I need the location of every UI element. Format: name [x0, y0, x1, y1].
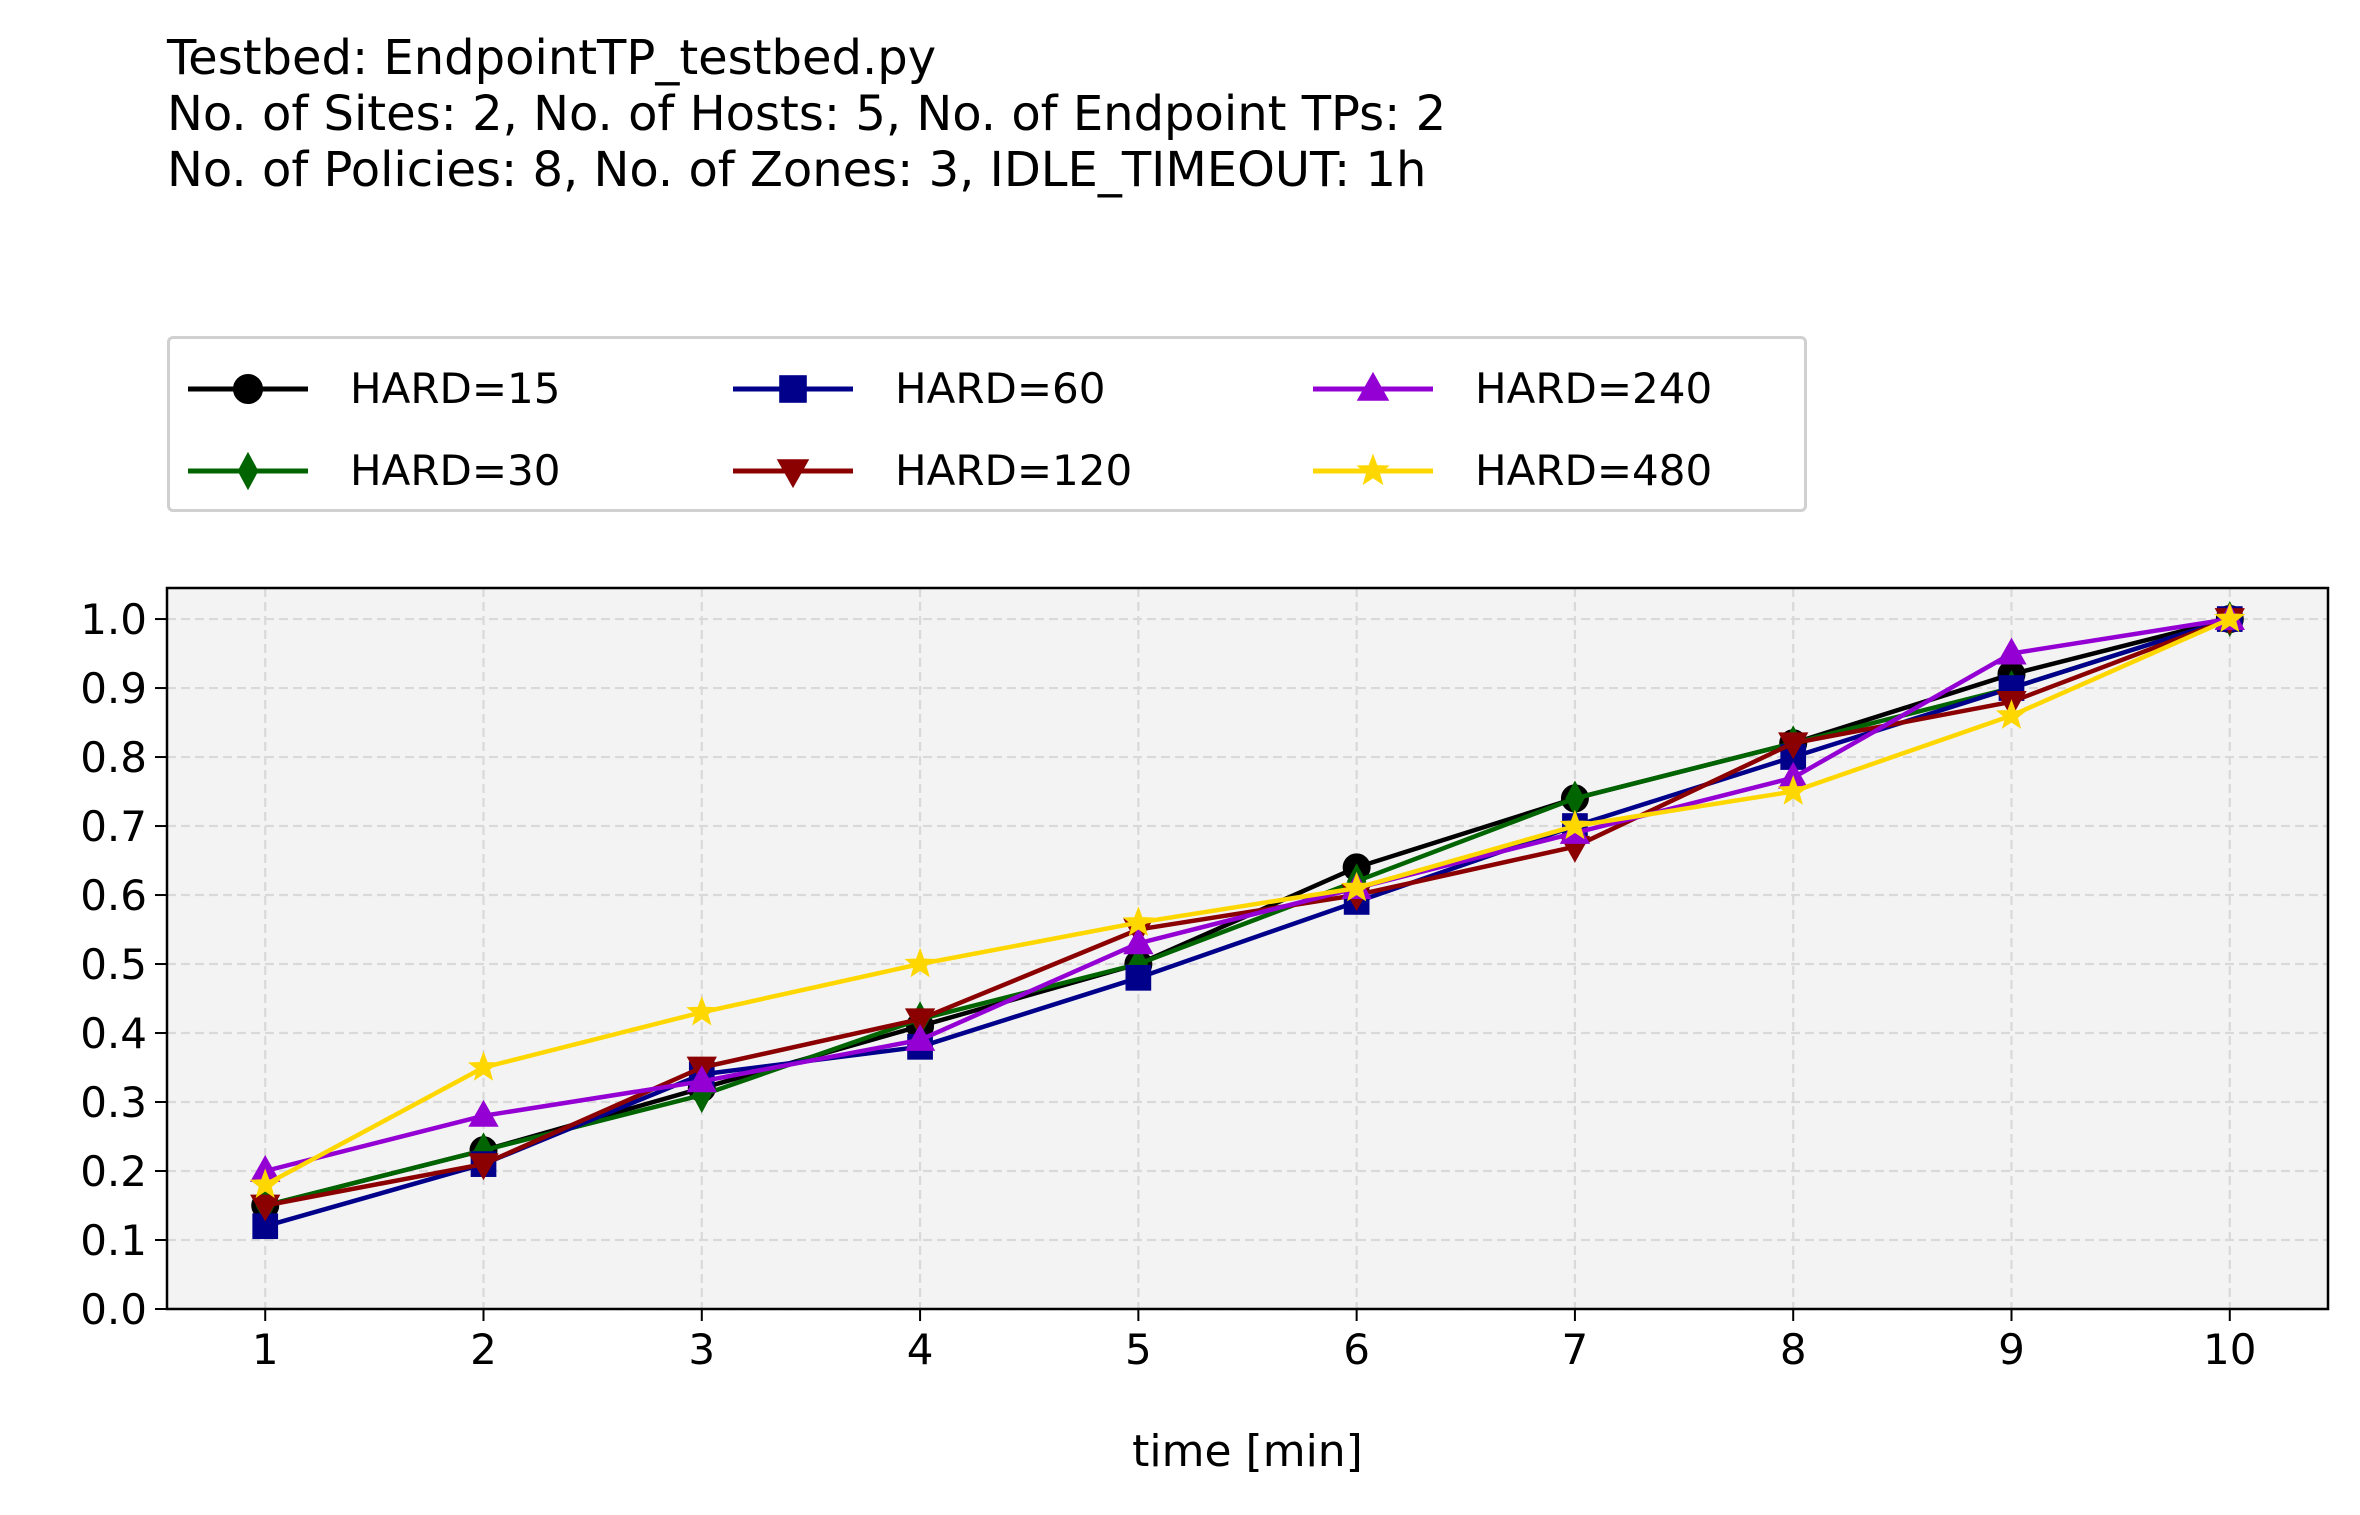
x-tick-label: 9 — [1998, 1325, 2025, 1374]
chart-title: Testbed: EndpointTP_testbed.py No. of Si… — [167, 30, 1446, 198]
data-point — [686, 995, 718, 1026]
legend-marker — [776, 459, 810, 489]
data-point — [468, 1099, 499, 1127]
legend-label: HARD=60 — [895, 364, 1106, 413]
x-axis-label: time [min] — [1132, 1426, 1363, 1477]
chart-legend: HARD=15 HARD=30 HARD=60 HARD=120 HARD=240 HAR… — [167, 336, 1807, 512]
series-line — [264, 616, 2231, 1174]
data-point — [1995, 699, 2028, 729]
x-tick-label: 6 — [1343, 1325, 1370, 1374]
data-point — [1777, 775, 1809, 805]
x-tick-label: 3 — [688, 1325, 715, 1374]
y-tick-label: 0.4 — [80, 1009, 147, 1058]
data-point — [250, 1194, 281, 1222]
y-tick-label: 0.6 — [80, 871, 147, 920]
data-point — [904, 1023, 936, 1051]
series-line — [264, 616, 2231, 1208]
legend-swatch — [733, 375, 853, 403]
plot-frame — [165, 586, 2330, 1311]
x-tick-label: 10 — [2203, 1325, 2256, 1374]
x-tick-label: 8 — [1780, 1325, 1807, 1374]
y-tick-label: 0.1 — [80, 1216, 147, 1265]
series-hard-480 — [249, 602, 2246, 1199]
legend-label: HARD=240 — [1475, 364, 1713, 413]
legend-label: HARD=480 — [1475, 446, 1713, 495]
legend-label: HARD=15 — [350, 364, 561, 413]
y-tick-label: 0.2 — [80, 1147, 147, 1196]
data-point — [1123, 927, 1154, 955]
title-line-sites-hosts: No. of Sites: 2, No. of Hosts: 5, No. of… — [167, 86, 1447, 142]
series-hard-240 — [250, 603, 2245, 1182]
data-point — [1996, 637, 2027, 665]
legend-swatch — [1313, 371, 1433, 401]
legend-marker — [237, 451, 259, 491]
title-line-policies-zones: No. of Policies: 8, No. of Zones: 3, IDL… — [167, 142, 1427, 198]
x-tick-label: 7 — [1562, 1325, 1589, 1374]
legend-label: HARD=120 — [895, 446, 1133, 495]
legend-swatch — [188, 451, 308, 491]
x-tick-label: 1 — [252, 1325, 279, 1374]
data-point — [686, 1065, 717, 1093]
legend-marker — [233, 374, 263, 404]
data-point — [1125, 964, 1152, 991]
y-tick-label: 0.9 — [80, 664, 147, 713]
data-point — [1778, 732, 1809, 760]
data-point — [904, 1008, 936, 1036]
x-tick-label: 2 — [470, 1325, 497, 1374]
y-tick-label: 0.3 — [80, 1078, 147, 1127]
x-tick-label: 5 — [1125, 1325, 1152, 1374]
data-point — [1122, 906, 1154, 936]
data-point — [468, 1153, 499, 1181]
x-tick-label: 4 — [907, 1325, 934, 1374]
data-point — [2214, 602, 2246, 633]
legend-marker — [1356, 371, 1390, 401]
y-tick-label: 1.0 — [80, 595, 147, 644]
y-tick-label: 0.0 — [80, 1285, 147, 1334]
legend-marker — [1356, 453, 1390, 486]
legend-swatch — [733, 459, 853, 489]
legend-marker — [779, 375, 807, 403]
y-tick-label: 0.5 — [80, 940, 147, 989]
y-tick-label: 0.7 — [80, 802, 147, 851]
data-point — [249, 1168, 281, 1199]
legend-swatch — [188, 374, 308, 404]
legend-label: HARD=30 — [350, 446, 561, 495]
data-point — [1559, 809, 1591, 840]
title-line-testbed: Testbed: EndpointTP_testbed.py — [167, 30, 937, 86]
data-point — [904, 947, 936, 978]
data-point — [1341, 871, 1373, 902]
grid — [167, 588, 2328, 1311]
data-point — [467, 1051, 500, 1081]
y-tick-label: 0.8 — [80, 733, 147, 782]
legend-swatch — [1313, 453, 1433, 486]
series-line — [264, 616, 2231, 1187]
